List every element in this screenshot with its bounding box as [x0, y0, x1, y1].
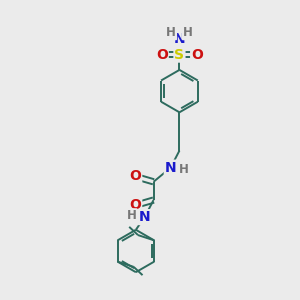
Text: H: H [179, 163, 189, 176]
Text: O: O [129, 198, 141, 212]
Text: O: O [191, 48, 203, 62]
Text: O: O [156, 48, 168, 62]
Text: H: H [166, 26, 176, 39]
Text: H: H [183, 26, 193, 39]
Text: N: N [139, 210, 151, 224]
Text: N: N [174, 32, 185, 46]
Text: H: H [127, 209, 136, 222]
Text: N: N [165, 161, 176, 175]
Text: O: O [129, 169, 141, 184]
Text: S: S [174, 48, 184, 62]
